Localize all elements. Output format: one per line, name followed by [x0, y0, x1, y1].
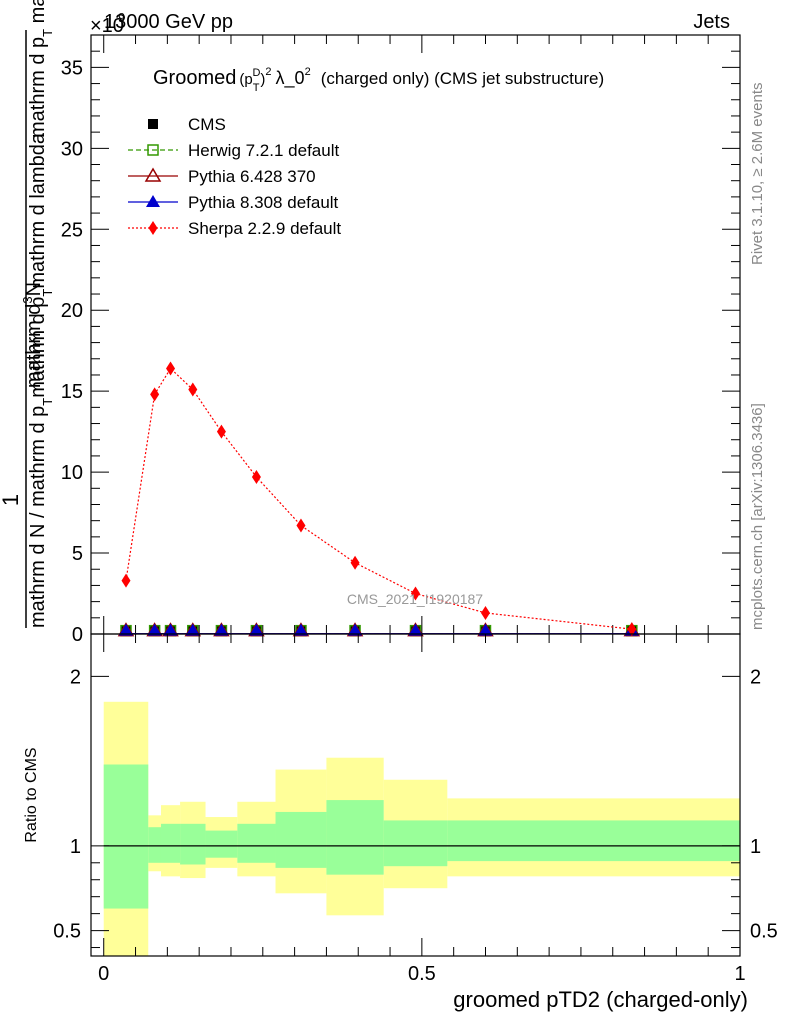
y-tick-label: 30: [61, 138, 83, 160]
data-point: [121, 573, 131, 588]
lower-axes: 0.5 0.51 12 20 0.5 1: [53, 634, 778, 985]
ratio-y-tick-label-right: 0.5: [750, 921, 778, 943]
upper-ylabel: 1 mathrm d3N mathrm d pT mathrm d lambda…: [0, 0, 55, 628]
ratio-y-tick-label-right: 2: [750, 666, 761, 688]
data-point: [147, 623, 162, 636]
legend-entry-pythia6: Pythia 6.428 370: [128, 167, 316, 186]
mcplots-label: mcplots.cern.ch [arXiv:1306.3436]: [749, 403, 766, 630]
data-point: [216, 424, 226, 439]
chart-title: Groomed (pTD)2 λ_02 (charged only) (CMS jet…: [153, 66, 604, 94]
legend-marker: [148, 119, 158, 129]
exponent-power: 9: [118, 10, 125, 25]
ratio-y-tick-label: 2: [70, 666, 81, 688]
data-point: [166, 361, 176, 376]
data-point: [408, 623, 423, 636]
legend-label: Sherpa 2.2.9 default: [188, 219, 341, 238]
legend-entry-pythia8: Pythia 8.308 default: [128, 193, 339, 212]
energy-label: 13000 GeV pp: [104, 11, 233, 33]
ratio-band-inner: [326, 800, 384, 875]
y-tick-label: 25: [61, 219, 83, 241]
data-point: [627, 622, 637, 637]
legend-marker: [146, 195, 160, 207]
legend-label: Pythia 6.428 370: [188, 167, 316, 186]
y-tick-label: 15: [61, 381, 83, 403]
data-point: [480, 605, 490, 620]
ratio-band-inner: [160, 823, 181, 863]
ratio-band-inner: [180, 823, 206, 865]
data-point: [249, 623, 264, 636]
x-axis-label: groomed pTD2 (charged-only): [453, 987, 748, 1012]
series-4: [121, 361, 637, 637]
data-point: [150, 387, 160, 402]
legend-entry-sherpa: Sherpa 2.2.9 default: [128, 219, 341, 238]
data-point: [214, 623, 229, 636]
ratio-band-inner: [148, 827, 161, 863]
rivet-label: Rivet 3.1.10, ≥ 2.6M events: [749, 83, 766, 266]
x-tick-label: 0: [98, 963, 109, 985]
ratio-band-inner: [447, 820, 740, 862]
lower-frame: [90, 633, 741, 957]
ratio-band-inner: [237, 823, 276, 863]
ratio-ylabel: Ratio to CMS: [23, 747, 40, 842]
data-point: [296, 518, 306, 533]
data-point: [188, 382, 198, 397]
ylabel-one: 1: [0, 494, 23, 506]
legend-marker: [148, 221, 158, 235]
ratio-band-inner: [205, 830, 238, 858]
ratio-band-inner: [275, 811, 327, 868]
legend-label: CMS: [188, 115, 226, 134]
ylabel-bottom: mathrm d N / mathrm d pTmathrm d pTmathr…: [27, 132, 55, 628]
legend-label: Herwig 7.2.1 default: [188, 141, 339, 160]
category-label: Jets: [693, 11, 730, 33]
legend-marker: [144, 167, 162, 182]
data-point: [118, 623, 133, 636]
data-point: [293, 623, 308, 636]
data-point: [251, 469, 261, 484]
ratio-y-tick-label-right: 1: [750, 836, 761, 858]
data-point: [478, 623, 493, 636]
x-tick-label: 0.5: [408, 963, 436, 985]
y-tick-label: 10: [61, 462, 83, 484]
data-point: [185, 623, 200, 636]
y-tick-label: 35: [61, 57, 83, 79]
y-tick-label: 0: [72, 624, 83, 646]
legend-entry-herwig: Herwig 7.2.1 default: [128, 141, 339, 160]
y-tick-label: 5: [72, 543, 83, 565]
lower-content: [103, 701, 740, 956]
data-point: [411, 586, 420, 601]
ylabel-top: mathrm d3N: [20, 282, 45, 388]
y-tick-label: 20: [61, 300, 83, 322]
legend-entry-cms: CMS: [148, 115, 226, 134]
ratio-y-tick-label: 1: [70, 836, 81, 858]
upper-axes: 0 5 10 15 20 25 30 35: [61, 35, 741, 646]
x-tick-label: 1: [734, 963, 745, 985]
data-point: [163, 623, 178, 636]
ratio-y-tick-label: 0.5: [53, 921, 81, 943]
ylabel-middle: mathrm d pT mathrm d lambda: [27, 0, 55, 138]
legend: CMS Herwig 7.2.1 default Pythia 6.428 370 P…: [128, 115, 341, 238]
legend-marker: [147, 144, 159, 156]
legend-label: Pythia 8.308 default: [188, 193, 339, 212]
ratio-band-inner: [383, 820, 448, 867]
ratio-band-inner: [103, 764, 149, 909]
exponent-label: ×10: [90, 15, 124, 37]
analysis-watermark: CMS_2021_I1920187: [347, 591, 483, 607]
data-point: [350, 555, 360, 570]
data-point: [348, 623, 363, 636]
